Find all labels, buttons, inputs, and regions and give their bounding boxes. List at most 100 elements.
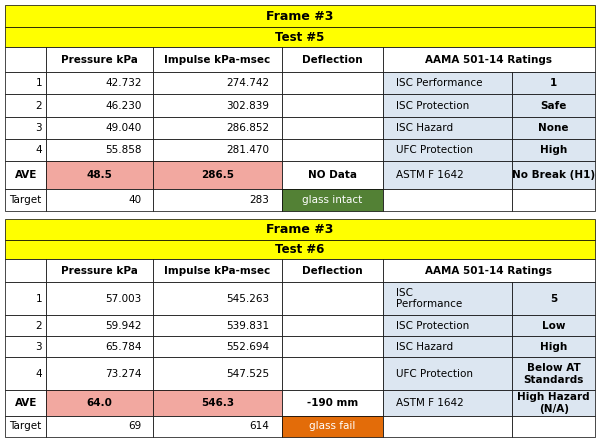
Text: ISC
Performance: ISC Performance (395, 288, 462, 310)
Bar (383, 315, 512, 336)
Bar (152, 139, 283, 161)
Text: 64.0: 64.0 (86, 398, 112, 408)
Bar (5, 94, 46, 117)
Bar (152, 336, 283, 358)
Bar (383, 139, 512, 161)
Bar (283, 390, 383, 416)
Bar (5, 5, 595, 27)
Text: ISC Performance: ISC Performance (395, 78, 482, 88)
Bar (283, 336, 383, 358)
Text: 552.694: 552.694 (226, 342, 269, 352)
Text: -190 mm: -190 mm (307, 398, 358, 408)
Bar (383, 72, 512, 94)
Bar (46, 416, 152, 437)
Text: ASTM F 1642: ASTM F 1642 (395, 398, 463, 408)
Text: Pressure kPa: Pressure kPa (61, 54, 138, 65)
Bar (283, 189, 383, 211)
Text: 57.003: 57.003 (106, 294, 142, 304)
Text: 1: 1 (35, 78, 42, 88)
Text: None: None (538, 123, 569, 133)
Bar (283, 161, 383, 189)
Text: glass fail: glass fail (309, 421, 356, 431)
Bar (283, 72, 383, 94)
Text: 40: 40 (129, 195, 142, 205)
Text: Below AT
Standards: Below AT Standards (524, 363, 584, 385)
Text: 547.525: 547.525 (226, 369, 269, 379)
Bar (5, 72, 46, 94)
Text: 545.263: 545.263 (226, 294, 269, 304)
Bar (152, 161, 283, 189)
Bar (5, 358, 46, 390)
Text: ISC Hazard: ISC Hazard (395, 123, 453, 133)
Text: 73.274: 73.274 (106, 369, 142, 379)
Text: 2: 2 (35, 321, 42, 330)
Bar (383, 94, 512, 117)
Bar (512, 161, 595, 189)
Bar (383, 189, 512, 211)
Bar (152, 189, 283, 211)
Bar (383, 117, 512, 139)
Text: Target: Target (10, 421, 42, 431)
Text: 4: 4 (35, 369, 42, 379)
Bar (5, 282, 46, 315)
Text: 49.040: 49.040 (106, 123, 142, 133)
Bar (46, 282, 152, 315)
Text: ISC Protection: ISC Protection (395, 101, 469, 110)
Text: Deflection: Deflection (302, 54, 363, 65)
Bar (46, 336, 152, 358)
Bar (383, 282, 512, 315)
Bar (283, 117, 383, 139)
Text: Pressure kPa: Pressure kPa (61, 265, 138, 276)
Text: 539.831: 539.831 (226, 321, 269, 330)
Text: UFC Protection: UFC Protection (395, 145, 473, 155)
Bar (5, 219, 595, 240)
Bar (512, 315, 595, 336)
Bar (383, 416, 512, 437)
Text: glass intact: glass intact (302, 195, 362, 205)
Bar (383, 390, 512, 416)
Bar (152, 94, 283, 117)
Bar (5, 27, 595, 47)
Text: 2: 2 (35, 101, 42, 110)
Bar (152, 72, 283, 94)
Text: NO Data: NO Data (308, 170, 357, 180)
Text: 286.852: 286.852 (226, 123, 269, 133)
Bar (283, 315, 383, 336)
Bar (5, 315, 46, 336)
Text: Low: Low (542, 321, 565, 330)
Text: 3: 3 (35, 123, 42, 133)
Bar (512, 72, 595, 94)
Bar (46, 117, 152, 139)
Text: 65.784: 65.784 (106, 342, 142, 352)
Bar (152, 416, 283, 437)
Bar (5, 416, 46, 437)
Text: ISC Hazard: ISC Hazard (395, 342, 453, 352)
Bar (5, 259, 46, 282)
Text: 3: 3 (35, 342, 42, 352)
Text: 1: 1 (550, 78, 557, 88)
Bar (46, 161, 152, 189)
Text: Frame #3: Frame #3 (266, 10, 334, 23)
Text: Impulse kPa-msec: Impulse kPa-msec (164, 265, 271, 276)
Bar (152, 259, 283, 282)
Text: 4: 4 (35, 145, 42, 155)
Text: Frame #3: Frame #3 (266, 223, 334, 236)
Bar (152, 117, 283, 139)
Bar (5, 390, 46, 416)
Text: 69: 69 (128, 421, 142, 431)
Bar (383, 336, 512, 358)
Bar (383, 161, 512, 189)
Bar (512, 358, 595, 390)
Text: High: High (540, 342, 568, 352)
Text: High Hazard (N/A): High Hazard (N/A) (517, 392, 590, 414)
Bar (46, 139, 152, 161)
Bar (5, 336, 46, 358)
Text: AAMA 501-14 Ratings: AAMA 501-14 Ratings (425, 54, 553, 65)
Bar (512, 117, 595, 139)
Bar (46, 189, 152, 211)
Text: ISC Protection: ISC Protection (395, 321, 469, 330)
Bar (512, 94, 595, 117)
Bar (46, 259, 152, 282)
Text: 42.732: 42.732 (106, 78, 142, 88)
Bar (152, 390, 283, 416)
